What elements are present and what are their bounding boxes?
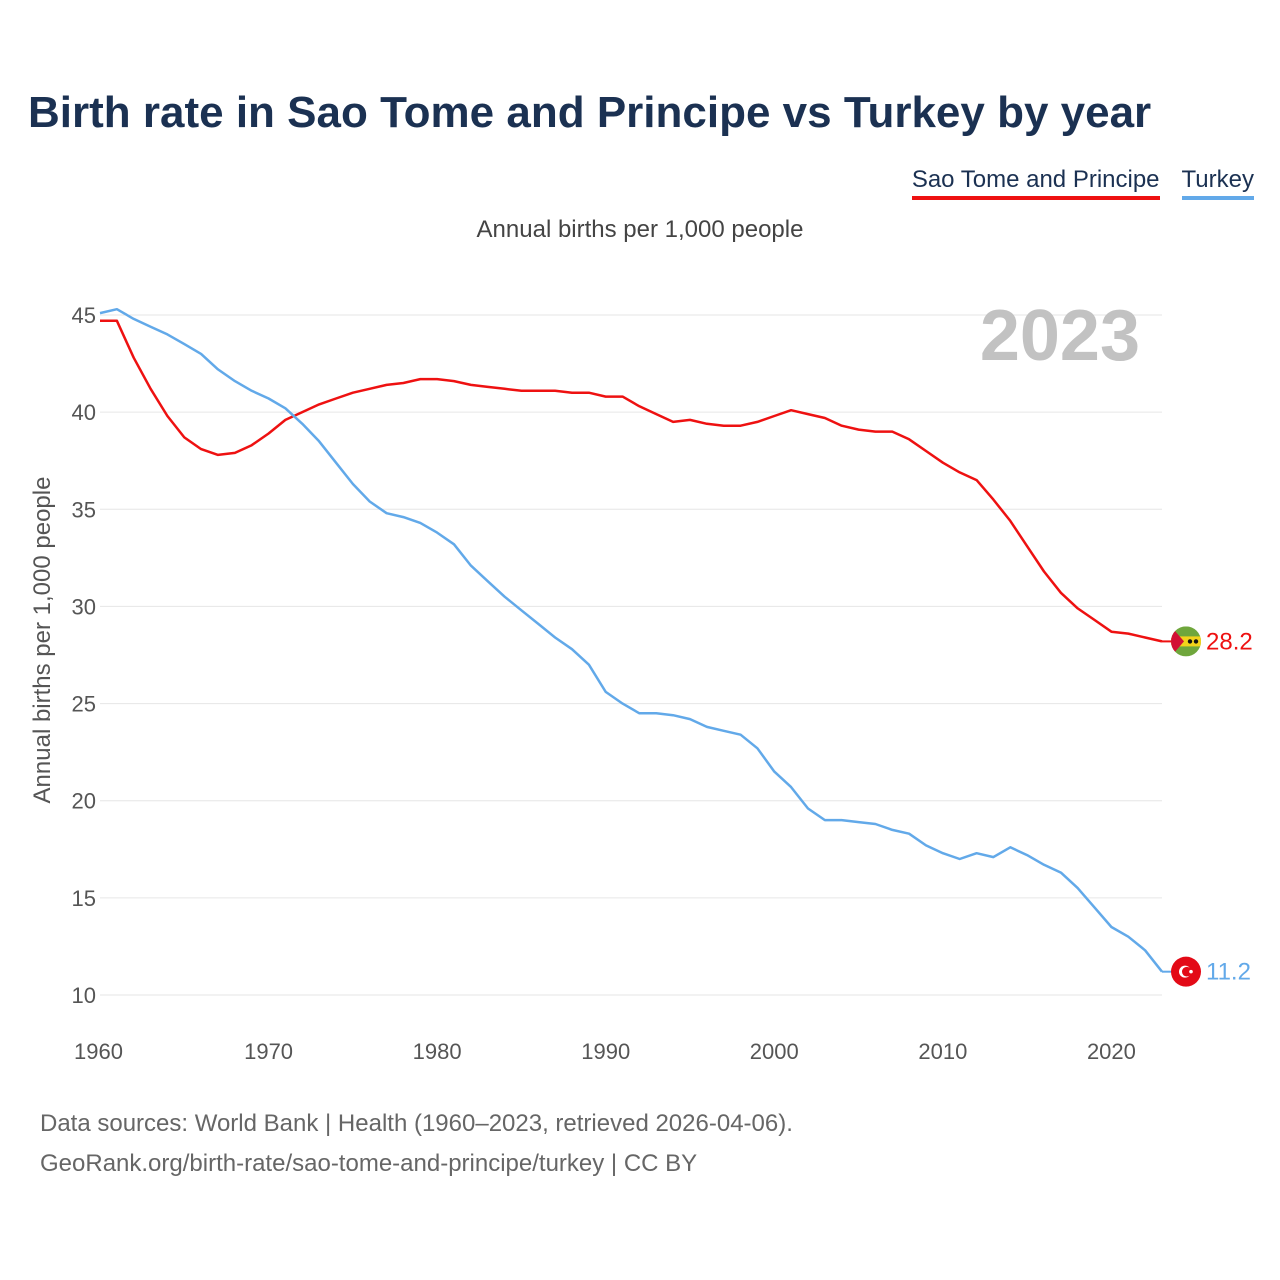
series-line-sao-tome[interactable] [100,319,1163,643]
legend-item-turkey[interactable]: Turkey [1181,166,1254,200]
x-axis-ticks: 1960 1970 1980 1990 2000 2010 2020 [74,1039,1136,1064]
legend-item-sao-tome[interactable]: Sao Tome and Principe [911,166,1160,200]
year-label: 2023 [980,296,1140,376]
x-tick-label: 1990 [581,1039,630,1064]
sao-tome-flag-icon [1171,626,1201,657]
y-tick-label: 40 [72,400,96,425]
footer-source: Data sources: World Bank | Health (1960–… [40,1110,793,1137]
y-axis-label: Annual births per 1,000 people [29,477,56,804]
series-lines [99,307,1163,973]
x-tick-label: 1960 [74,1039,123,1064]
y-tick-label: 45 [72,303,96,328]
y-tick-label: 15 [72,886,96,911]
y-tick-label: 10 [72,983,96,1008]
x-tick-label: 2000 [750,1039,799,1064]
y-tick-label: 20 [72,789,96,814]
turkey-flag-icon [1171,956,1201,987]
series-end-markers: 28.2 11.2 [1162,626,1253,987]
line-chart: 10 15 20 25 30 35 40 45 1960 1970 1980 1990 2000 201… [29,296,1253,1064]
x-tick-label: 2020 [1087,1039,1136,1064]
x-tick-label: 1980 [413,1039,462,1064]
footer-link[interactable]: GeoRank.org/birth-rate/sao-tome-and-prin… [40,1150,698,1177]
footer: Data sources: World Bank | Health (1960–… [40,1104,793,1184]
grid-lines [100,314,1162,996]
y-tick-label: 25 [72,692,96,717]
series-end-label-turkey: 11.2 [1206,959,1251,986]
series-line-turkey[interactable] [99,307,1163,973]
y-tick-label: 35 [72,497,96,522]
series-end-label-sao-tome: 28.2 [1206,628,1253,655]
chart-title: Birth rate in Sao Tome and Principe vs T… [28,88,1152,137]
x-tick-label: 1970 [244,1039,293,1064]
chart-subtitle: Annual births per 1,000 people [476,216,804,243]
y-axis-ticks: 10 15 20 25 30 35 40 45 [72,303,96,1008]
x-tick-label: 2010 [918,1039,967,1064]
legend: Sao Tome and Principe Turkey [911,166,1254,200]
y-tick-label: 30 [72,594,96,619]
